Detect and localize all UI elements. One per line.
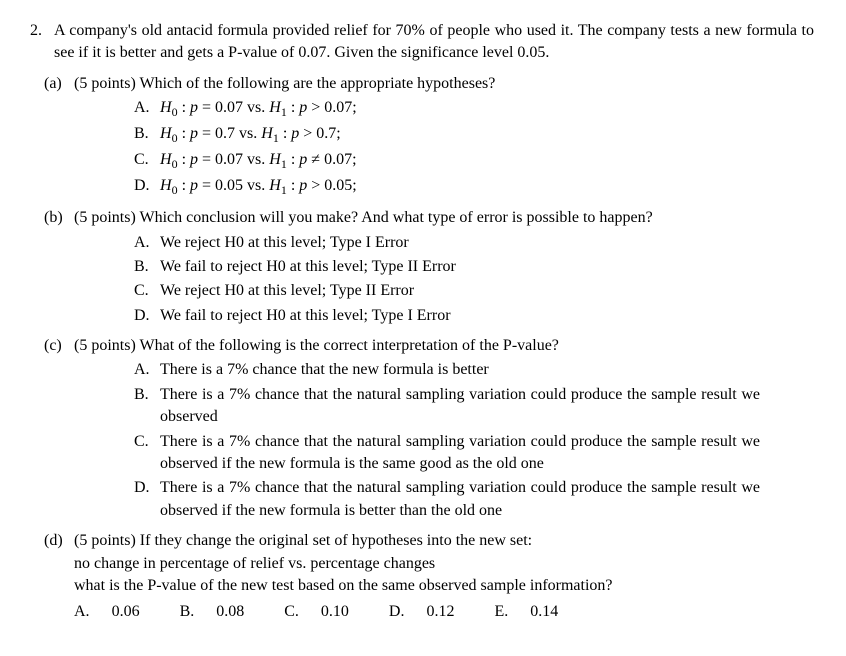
part-prompt: Which of the following are the appropria… <box>140 75 496 92</box>
choice-a: A. We reject H0 at this level; Type I Er… <box>134 232 816 254</box>
choice-text: There is a 7% chance that the natural sa… <box>160 384 760 429</box>
part-points: (5 points) <box>74 337 136 354</box>
inline-choice-d: D. 0.12 <box>389 603 473 620</box>
choice-label: D. <box>134 477 156 499</box>
choice-text: We fail to reject H0 at this level; Type… <box>160 256 760 278</box>
choice-label: E. <box>494 603 508 620</box>
choice-d: D. We fail to reject H0 at this level; T… <box>134 305 816 327</box>
choice-label: D. <box>389 603 405 620</box>
part-prompt: What of the following is the correct int… <box>140 337 559 354</box>
choice-text: H0 : p = 0.05 vs. H1 : p > 0.05; <box>160 175 760 199</box>
choice-d: D. There is a 7% chance that the natural… <box>134 477 816 522</box>
choice-text: We reject H0 at this level; Type II Erro… <box>160 280 760 302</box>
part-body: (5 points) If they change the original s… <box>74 530 794 624</box>
choice-text: We reject H0 at this level; Type I Error <box>160 232 760 254</box>
question-block: 2. A company's old antacid formula provi… <box>30 20 816 624</box>
choice-label: C. <box>284 603 299 620</box>
inline-choice-a: A. 0.06 <box>74 603 158 620</box>
choice-b: B. There is a 7% chance that the natural… <box>134 384 816 429</box>
choice-label: C. <box>134 280 156 302</box>
inline-choice-c: C. 0.10 <box>284 603 367 620</box>
choice-b: B. H0 : p = 0.7 vs. H1 : p > 0.7; <box>134 123 816 147</box>
choice-text: There is a 7% chance that the natural sa… <box>160 477 760 522</box>
choice-list: A. We reject H0 at this level; Type I Er… <box>134 232 816 328</box>
choice-text: H0 : p = 0.07 vs. H1 : p > 0.07; <box>160 97 760 121</box>
choice-text: 0.12 <box>426 603 454 620</box>
question-intro: A company's old antacid formula provided… <box>54 20 814 65</box>
choice-text: 0.08 <box>216 603 244 620</box>
choice-text: H0 : p = 0.7 vs. H1 : p > 0.7; <box>160 123 760 147</box>
part-label: (a) <box>44 73 70 95</box>
part-prompt: If they change the original set of hypot… <box>140 532 532 549</box>
choice-text: 0.14 <box>530 603 558 620</box>
part-label: (b) <box>44 207 70 229</box>
choice-text: There is a 7% chance that the new formul… <box>160 359 760 381</box>
choice-a: A. There is a 7% chance that the new for… <box>134 359 816 381</box>
choice-label: B. <box>180 603 195 620</box>
question-number: 2. <box>30 20 50 42</box>
choice-label: D. <box>134 175 156 197</box>
choice-label: A. <box>74 603 90 620</box>
inline-choice-list: A. 0.06 B. 0.08 C. 0.10 D. 0.12 E. 0.14 <box>74 601 794 623</box>
choice-text: We fail to reject H0 at this level; Type… <box>160 305 760 327</box>
choice-label: B. <box>134 384 156 406</box>
part-body: (5 points) What of the following is the … <box>74 335 794 357</box>
choice-label: B. <box>134 256 156 278</box>
part-label: (c) <box>44 335 70 357</box>
choice-label: C. <box>134 431 156 453</box>
choice-text: There is a 7% chance that the natural sa… <box>160 431 760 476</box>
part-points: (5 points) <box>74 75 136 92</box>
choice-label: B. <box>134 123 156 145</box>
part-a: (a) (5 points) Which of the following ar… <box>44 73 816 199</box>
part-b: (b) (5 points) Which conclusion will you… <box>44 207 816 327</box>
choice-a: A. H0 : p = 0.07 vs. H1 : p > 0.07; <box>134 97 816 121</box>
choice-label: A. <box>134 359 156 381</box>
part-c: (c) (5 points) What of the following is … <box>44 335 816 522</box>
choice-label: D. <box>134 305 156 327</box>
inline-choice-e: E. 0.14 <box>494 603 576 620</box>
choice-label: A. <box>134 232 156 254</box>
choice-c: C. There is a 7% chance that the natural… <box>134 431 816 476</box>
part-body: (5 points) Which of the following are th… <box>74 73 794 95</box>
inline-choice-b: B. 0.08 <box>180 603 263 620</box>
part-prompt: Which conclusion will you make? And what… <box>140 209 653 226</box>
choice-list: A. There is a 7% chance that the new for… <box>134 359 816 522</box>
choice-d: D. H0 : p = 0.05 vs. H1 : p > 0.05; <box>134 175 816 199</box>
choice-label: C. <box>134 149 156 171</box>
choice-c: C. H0 : p = 0.07 vs. H1 : p ≠ 0.07; <box>134 149 816 173</box>
choice-c: C. We reject H0 at this level; Type II E… <box>134 280 816 302</box>
part-body: (5 points) Which conclusion will you mak… <box>74 207 794 229</box>
part-d: (d) (5 points) If they change the origin… <box>44 530 816 624</box>
choice-label: A. <box>134 97 156 119</box>
part-points: (5 points) <box>74 532 136 549</box>
part-extra-line: what is the P-value of the new test base… <box>74 575 794 597</box>
part-label: (d) <box>44 530 70 552</box>
choice-text: 0.10 <box>321 603 349 620</box>
choice-b: B. We fail to reject H0 at this level; T… <box>134 256 816 278</box>
choice-list: A. H0 : p = 0.07 vs. H1 : p > 0.07; B. H… <box>134 97 816 199</box>
choice-text: 0.06 <box>112 603 140 620</box>
part-points: (5 points) <box>74 209 136 226</box>
part-extra-line: no change in percentage of relief vs. pe… <box>74 553 794 575</box>
choice-text: H0 : p = 0.07 vs. H1 : p ≠ 0.07; <box>160 149 760 173</box>
